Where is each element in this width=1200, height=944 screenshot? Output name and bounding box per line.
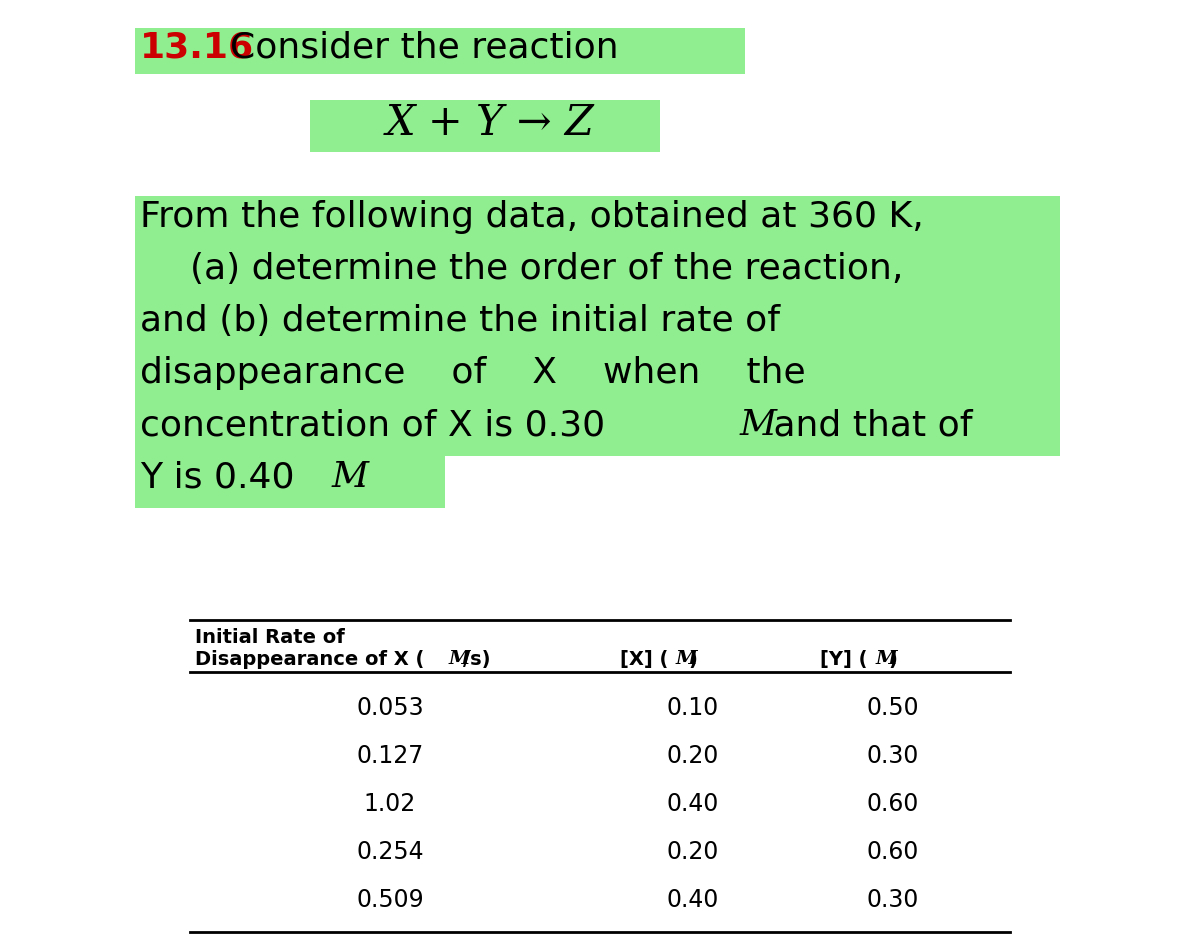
- Text: X + Y → Z: X + Y → Z: [385, 102, 594, 144]
- Bar: [134, 404, 1060, 456]
- Text: Consider the reaction: Consider the reaction: [230, 30, 619, 64]
- Text: 0.509: 0.509: [356, 888, 424, 912]
- Text: 0.127: 0.127: [356, 744, 424, 768]
- Text: 0.20: 0.20: [667, 840, 719, 864]
- Text: [Y] (: [Y] (: [820, 650, 868, 669]
- Text: Initial Rate of: Initial Rate of: [194, 628, 344, 647]
- Text: 0.30: 0.30: [866, 744, 919, 768]
- Text: 1.02: 1.02: [364, 792, 416, 816]
- Bar: [310, 100, 660, 152]
- Text: M: M: [740, 408, 778, 442]
- Text: ): ): [888, 650, 896, 669]
- Text: From the following data, obtained at 360 K,: From the following data, obtained at 360…: [140, 200, 924, 234]
- Text: (a) determine the order of the reaction,: (a) determine the order of the reaction,: [190, 252, 904, 286]
- Text: M: M: [449, 650, 470, 668]
- Text: 0.60: 0.60: [866, 840, 919, 864]
- Bar: [134, 28, 745, 74]
- Text: M: M: [676, 650, 697, 668]
- Text: Y is 0.40: Y is 0.40: [140, 460, 306, 494]
- Text: 0.40: 0.40: [667, 792, 719, 816]
- Text: ): ): [688, 650, 697, 669]
- Text: M: M: [332, 460, 370, 494]
- Text: and (b) determine the initial rate of: and (b) determine the initial rate of: [140, 304, 780, 338]
- Bar: [134, 196, 1060, 248]
- Text: /s): /s): [463, 650, 491, 669]
- Text: 0.60: 0.60: [866, 792, 919, 816]
- Text: 0.50: 0.50: [866, 696, 919, 720]
- Text: concentration of X is 0.30: concentration of X is 0.30: [140, 408, 617, 442]
- Text: 0.10: 0.10: [667, 696, 719, 720]
- Text: 0.053: 0.053: [356, 696, 424, 720]
- Text: [X] (: [X] (: [620, 650, 668, 669]
- Text: 0.40: 0.40: [667, 888, 719, 912]
- Bar: [134, 248, 1060, 300]
- Bar: [134, 352, 1060, 404]
- Text: disappearance    of    X    when    the: disappearance of X when the: [140, 356, 805, 390]
- Text: and that of: and that of: [762, 408, 972, 442]
- Text: 0.30: 0.30: [866, 888, 919, 912]
- Bar: [134, 300, 1060, 352]
- Text: M: M: [876, 650, 898, 668]
- Text: 13.16: 13.16: [140, 30, 254, 64]
- Text: .: .: [354, 460, 366, 494]
- Text: 0.20: 0.20: [667, 744, 719, 768]
- Text: Disappearance of X (: Disappearance of X (: [194, 650, 425, 669]
- Text: 0.254: 0.254: [356, 840, 424, 864]
- Bar: [134, 456, 445, 508]
